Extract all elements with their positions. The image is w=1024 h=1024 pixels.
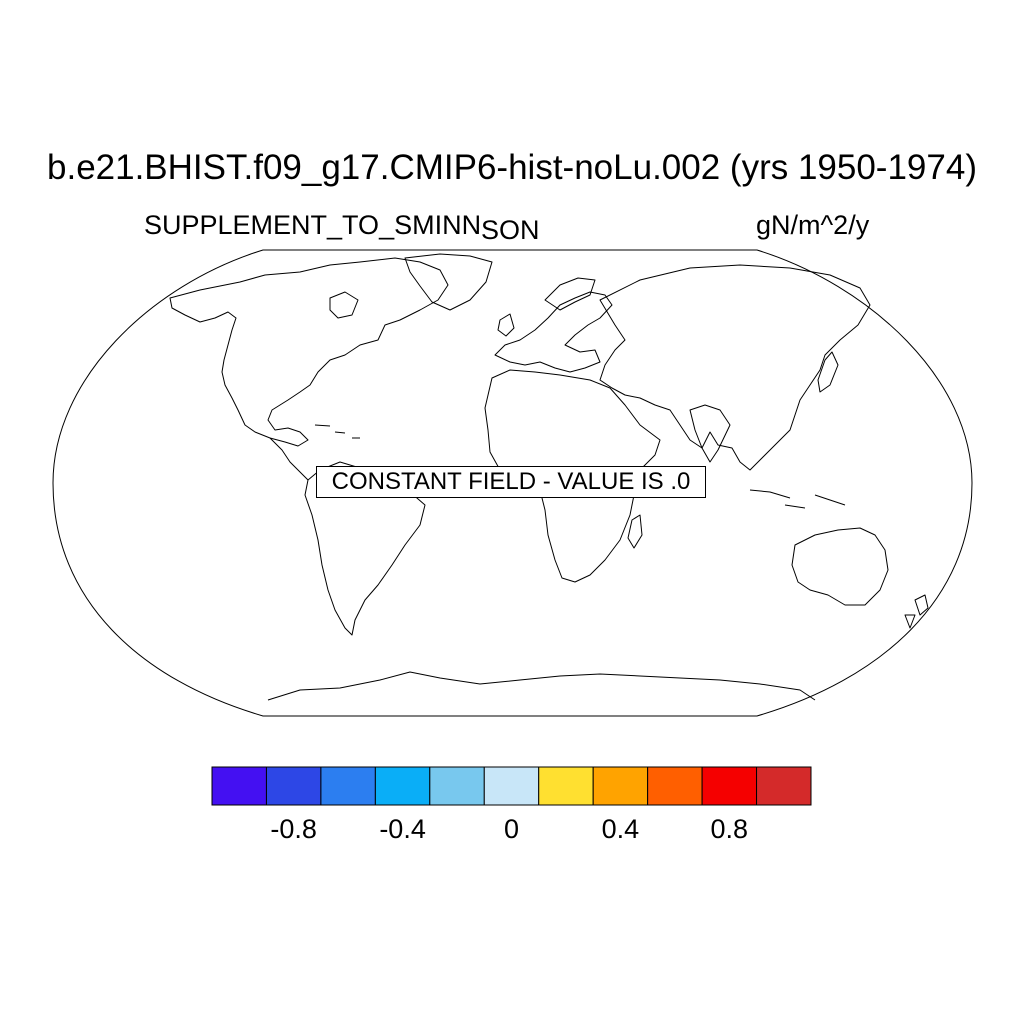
plot-title: b.e21.BHIST.f09_g17.CMIP6-hist-noLu.002 … bbox=[47, 148, 977, 187]
colorbar-swatch bbox=[538, 766, 594, 806]
constant-field-notice: CONSTANT FIELD - VALUE IS .0 bbox=[316, 466, 706, 498]
colorbar-swatch bbox=[701, 766, 758, 806]
australia-coast bbox=[791, 527, 889, 606]
asia-coast bbox=[599, 264, 871, 471]
colorbar-tick-label: -0.4 bbox=[379, 814, 426, 844]
variable-name: SUPPLEMENT_TO_SMINN bbox=[144, 210, 482, 240]
colorbar-swatch bbox=[429, 766, 485, 806]
colorbar-swatch bbox=[374, 766, 431, 806]
central-america-coast bbox=[269, 437, 309, 481]
scandinavia-coast bbox=[544, 277, 596, 311]
antarctica-coast bbox=[267, 671, 816, 701]
new-zealand-coast bbox=[904, 594, 929, 629]
british-isles bbox=[497, 313, 515, 337]
hudson-bay bbox=[329, 291, 359, 319]
north-america-coast bbox=[169, 257, 449, 447]
japan-coast bbox=[817, 351, 839, 393]
colorbar-swatch bbox=[265, 766, 322, 806]
colorbar-tick-label: -0.8 bbox=[270, 814, 317, 844]
colorbar-tick-label: 0 bbox=[503, 814, 520, 844]
colorbar-swatch bbox=[756, 766, 812, 806]
colorbar-swatch bbox=[320, 766, 376, 806]
caribbean-islands bbox=[314, 424, 360, 439]
season-label: SON bbox=[481, 215, 540, 245]
colorbar-tick-label: 0.8 bbox=[710, 814, 749, 844]
units-label: gN/m^2/y bbox=[756, 210, 870, 240]
colorbar-swatch bbox=[592, 766, 649, 806]
greenland-coast bbox=[404, 253, 493, 311]
colorbar-swatch bbox=[211, 766, 267, 806]
colorbar-tick-label: 0.4 bbox=[601, 814, 640, 844]
madagascar-coast bbox=[627, 514, 643, 549]
india-coast bbox=[689, 404, 731, 463]
europe-coast bbox=[494, 291, 613, 373]
colorbar-swatch bbox=[647, 766, 703, 806]
indonesia-islands bbox=[749, 489, 846, 509]
colorbar-swatch bbox=[483, 766, 540, 806]
